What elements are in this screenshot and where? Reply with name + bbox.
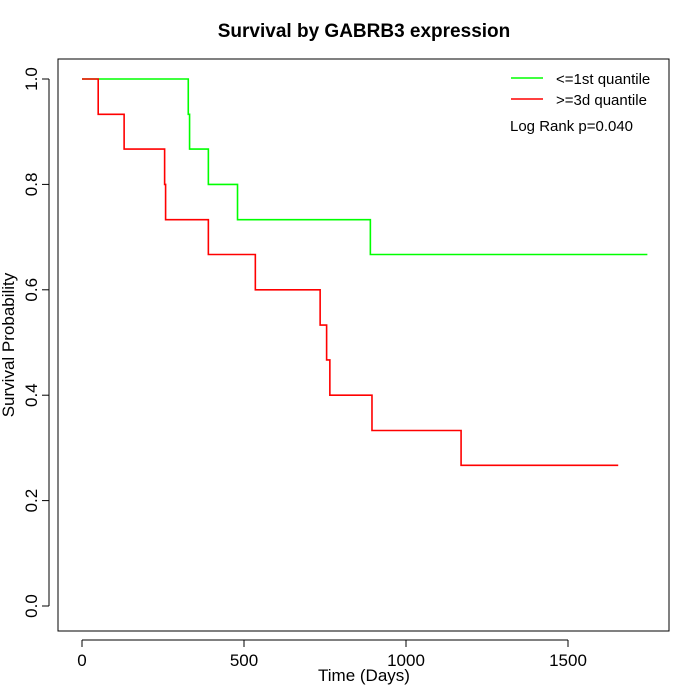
- series-layer: [82, 78, 648, 467]
- y-axis-label: Survival Probability: [0, 272, 18, 417]
- legend-label-2: >=3d quantile: [556, 92, 647, 109]
- x-axis: 0 500 1000 1500: [77, 639, 587, 670]
- y-tick-label: 0.8: [22, 173, 41, 197]
- plot-frame: [57, 58, 670, 632]
- y-tick-label: 1.0: [22, 67, 41, 91]
- y-tick-label: 0.2: [22, 489, 41, 513]
- x-tick-label: 0: [77, 651, 86, 670]
- series-line-1: [82, 78, 648, 256]
- x-tick-label: 1000: [387, 651, 425, 670]
- y-tick-label: 0.6: [22, 278, 41, 302]
- x-axis-label: Time (Days): [318, 666, 410, 685]
- y-axis: 0.0 0.2 0.4 0.6 0.8 1.0: [22, 67, 50, 618]
- series-line-2: [82, 78, 619, 467]
- x-tick-label: 500: [230, 651, 258, 670]
- log-rank-annotation: Log Rank p=0.040: [510, 118, 633, 135]
- legend-label-1: <=1st quantile: [556, 71, 650, 88]
- y-tick-label: 0.4: [22, 383, 41, 407]
- legend: <=1st quantile >=3d quantile: [511, 71, 650, 109]
- y-tick-label: 0.0: [22, 594, 41, 618]
- x-tick-label: 1500: [549, 651, 587, 670]
- chart-title: Survival by GABRB3 expression: [218, 21, 511, 42]
